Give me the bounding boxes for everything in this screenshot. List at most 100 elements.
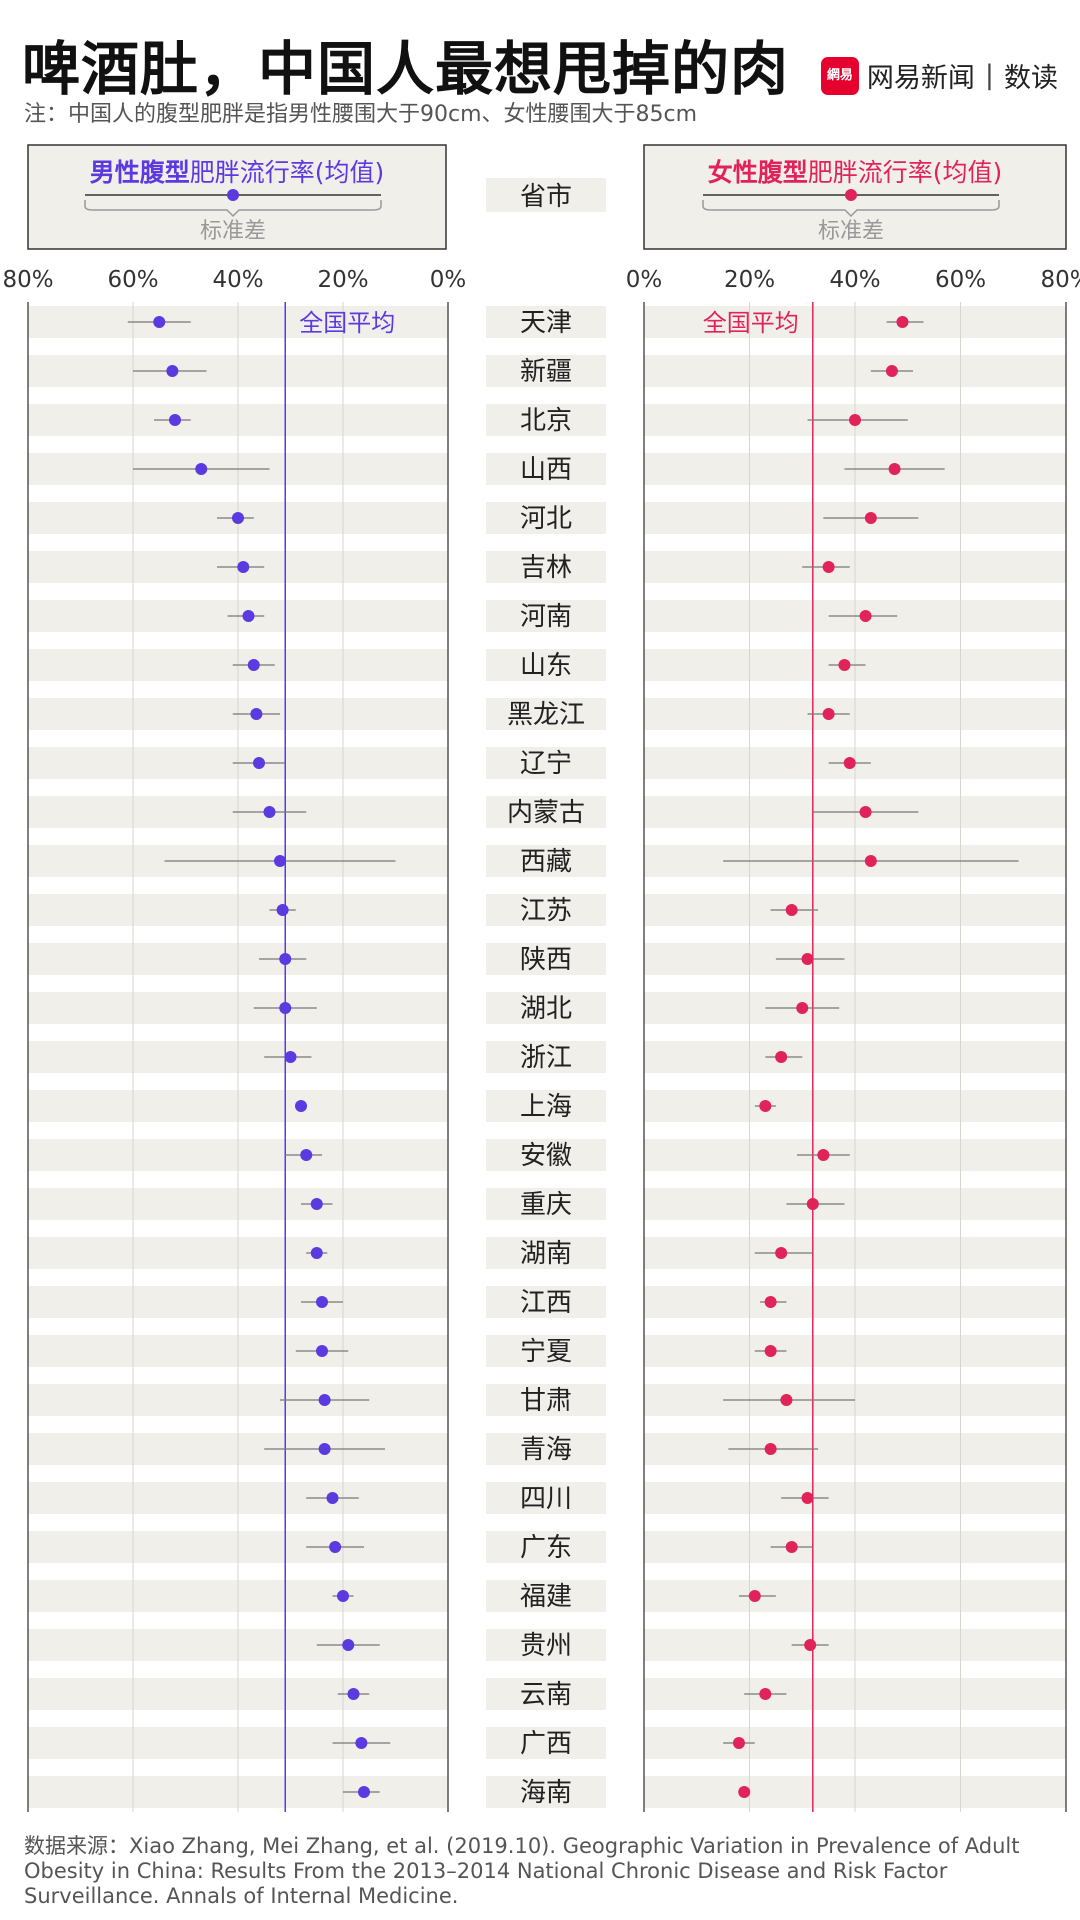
female-axis-tick-label: 40% xyxy=(829,267,880,293)
netease-logo-icon: 網易 xyxy=(820,56,859,95)
female-national-avg-label: 全国平均 xyxy=(703,309,799,337)
province-row-band xyxy=(486,502,606,534)
province-label: 黑龙江 xyxy=(507,700,585,730)
page-note: 注：中国人的腹型肥胖是指男性腰围大于90cm、女性腰围大于85cm xyxy=(24,102,698,127)
female-mean-dot xyxy=(806,1198,819,1210)
province-label: 广西 xyxy=(520,1729,572,1759)
province-row-band xyxy=(486,1139,606,1171)
female-mean-dot xyxy=(764,1345,777,1357)
female-mean-dot xyxy=(748,1590,761,1602)
province-label: 江西 xyxy=(520,1288,572,1318)
province-row-band xyxy=(486,747,606,779)
female-mean-dot xyxy=(759,1688,772,1700)
male-national-avg-label: 全国平均 xyxy=(299,309,395,337)
province-row-band xyxy=(486,404,606,436)
province-label: 广东 xyxy=(520,1533,572,1563)
data-source: 数据来源：Xiao Zhang, Mei Zhang, et al. (2019… xyxy=(24,1834,1020,1908)
male-mean-dot xyxy=(166,365,179,377)
province-row-band xyxy=(486,1237,606,1269)
female-legend-title: 女性腹型肥胖流行率(均值) xyxy=(708,158,1003,187)
province-row-band xyxy=(486,355,606,387)
male-mean-dot xyxy=(300,1149,313,1161)
female-mean-dot xyxy=(843,757,856,769)
province-row-band xyxy=(486,1433,606,1465)
province-label: 北京 xyxy=(520,406,572,436)
female-mean-dot xyxy=(888,463,901,475)
female-mean-dot xyxy=(859,806,872,818)
male-mean-dot xyxy=(355,1737,368,1749)
province-label: 上海 xyxy=(520,1092,572,1122)
province-label: 西藏 xyxy=(520,847,572,877)
female-axis-tick-label: 80% xyxy=(1040,267,1080,293)
female-axis-tick-label: 60% xyxy=(935,267,986,293)
male-axis-tick-label: 60% xyxy=(107,267,158,293)
province-header-bg xyxy=(486,178,606,212)
province-label: 湖南 xyxy=(520,1239,572,1269)
province-label: 内蒙古 xyxy=(507,798,585,828)
female-mean-dot xyxy=(785,1541,798,1553)
province-row-band xyxy=(486,600,606,632)
province-label: 云南 xyxy=(520,1680,572,1710)
male-mean-dot xyxy=(279,953,292,965)
male-mean-dot xyxy=(253,757,265,769)
province-row-band xyxy=(486,894,606,926)
female-mean-dot xyxy=(859,610,872,622)
province-row-band xyxy=(486,1629,606,1661)
province-row-band xyxy=(486,551,606,583)
male-mean-dot xyxy=(310,1247,323,1259)
male-mean-dot xyxy=(318,1443,331,1455)
female-mean-dot xyxy=(759,1100,772,1112)
female-mean-dot xyxy=(801,1492,814,1504)
province-label: 海南 xyxy=(520,1778,572,1808)
female-legend-std-label: 标准差 xyxy=(818,219,884,244)
province-row-band xyxy=(486,1580,606,1612)
province-label: 青海 xyxy=(520,1435,572,1465)
province-label: 辽宁 xyxy=(520,749,572,779)
brand-sub: 数读 xyxy=(1004,63,1058,94)
male-axis-tick-label: 20% xyxy=(317,267,368,293)
male-mean-dot xyxy=(232,512,244,524)
male-axis-tick-label: 80% xyxy=(2,267,53,293)
female-mean-dot xyxy=(838,659,851,671)
province-row-band xyxy=(486,1384,606,1416)
female-mean-dot xyxy=(775,1051,788,1063)
province-label: 安徽 xyxy=(520,1141,572,1171)
male-mean-dot xyxy=(318,1394,331,1406)
province-row-band xyxy=(486,306,606,338)
male-mean-dot xyxy=(347,1688,360,1700)
province-label: 山西 xyxy=(520,455,572,485)
brand-separator: | xyxy=(984,60,994,91)
province-label: 河北 xyxy=(520,504,572,534)
province-label: 浙江 xyxy=(520,1043,572,1073)
province-label: 天津 xyxy=(520,308,572,338)
male-axis-tick-label: 0% xyxy=(430,267,467,293)
male-mean-dot xyxy=(337,1590,349,1602)
province-label: 陕西 xyxy=(520,945,572,975)
province-header: 省市 xyxy=(520,182,572,212)
female-axis-tick-label: 0% xyxy=(626,267,663,293)
female-mean-dot xyxy=(738,1786,751,1798)
female-mean-dot xyxy=(796,1002,809,1014)
province-label: 甘肃 xyxy=(520,1386,572,1416)
female-mean-dot xyxy=(849,414,861,426)
male-mean-dot xyxy=(153,316,166,328)
female-legend-brace xyxy=(702,200,1000,218)
female-legend-title-bold: 女性腹型 xyxy=(708,158,808,187)
female-legend-sample-dot xyxy=(845,189,857,201)
male-legend-std-label: 标准差 xyxy=(200,219,266,244)
female-mean-dot xyxy=(785,904,798,916)
province-row-band xyxy=(486,1531,606,1563)
province-row-band xyxy=(486,796,606,828)
female-mean-dot xyxy=(822,561,835,573)
male-mean-dot xyxy=(237,561,250,573)
province-row-band xyxy=(486,1335,606,1367)
brand: 網易 网易新闻 | 数读 xyxy=(820,56,1058,95)
province-label: 江苏 xyxy=(520,896,572,926)
province-label: 福建 xyxy=(520,1582,572,1612)
female-axis-tick-label: 20% xyxy=(724,267,775,293)
male-mean-dot xyxy=(274,855,286,867)
male-mean-dot xyxy=(310,1198,323,1210)
province-label: 重庆 xyxy=(520,1190,572,1220)
male-mean-dot xyxy=(169,414,181,426)
female-mean-dot xyxy=(801,953,814,965)
